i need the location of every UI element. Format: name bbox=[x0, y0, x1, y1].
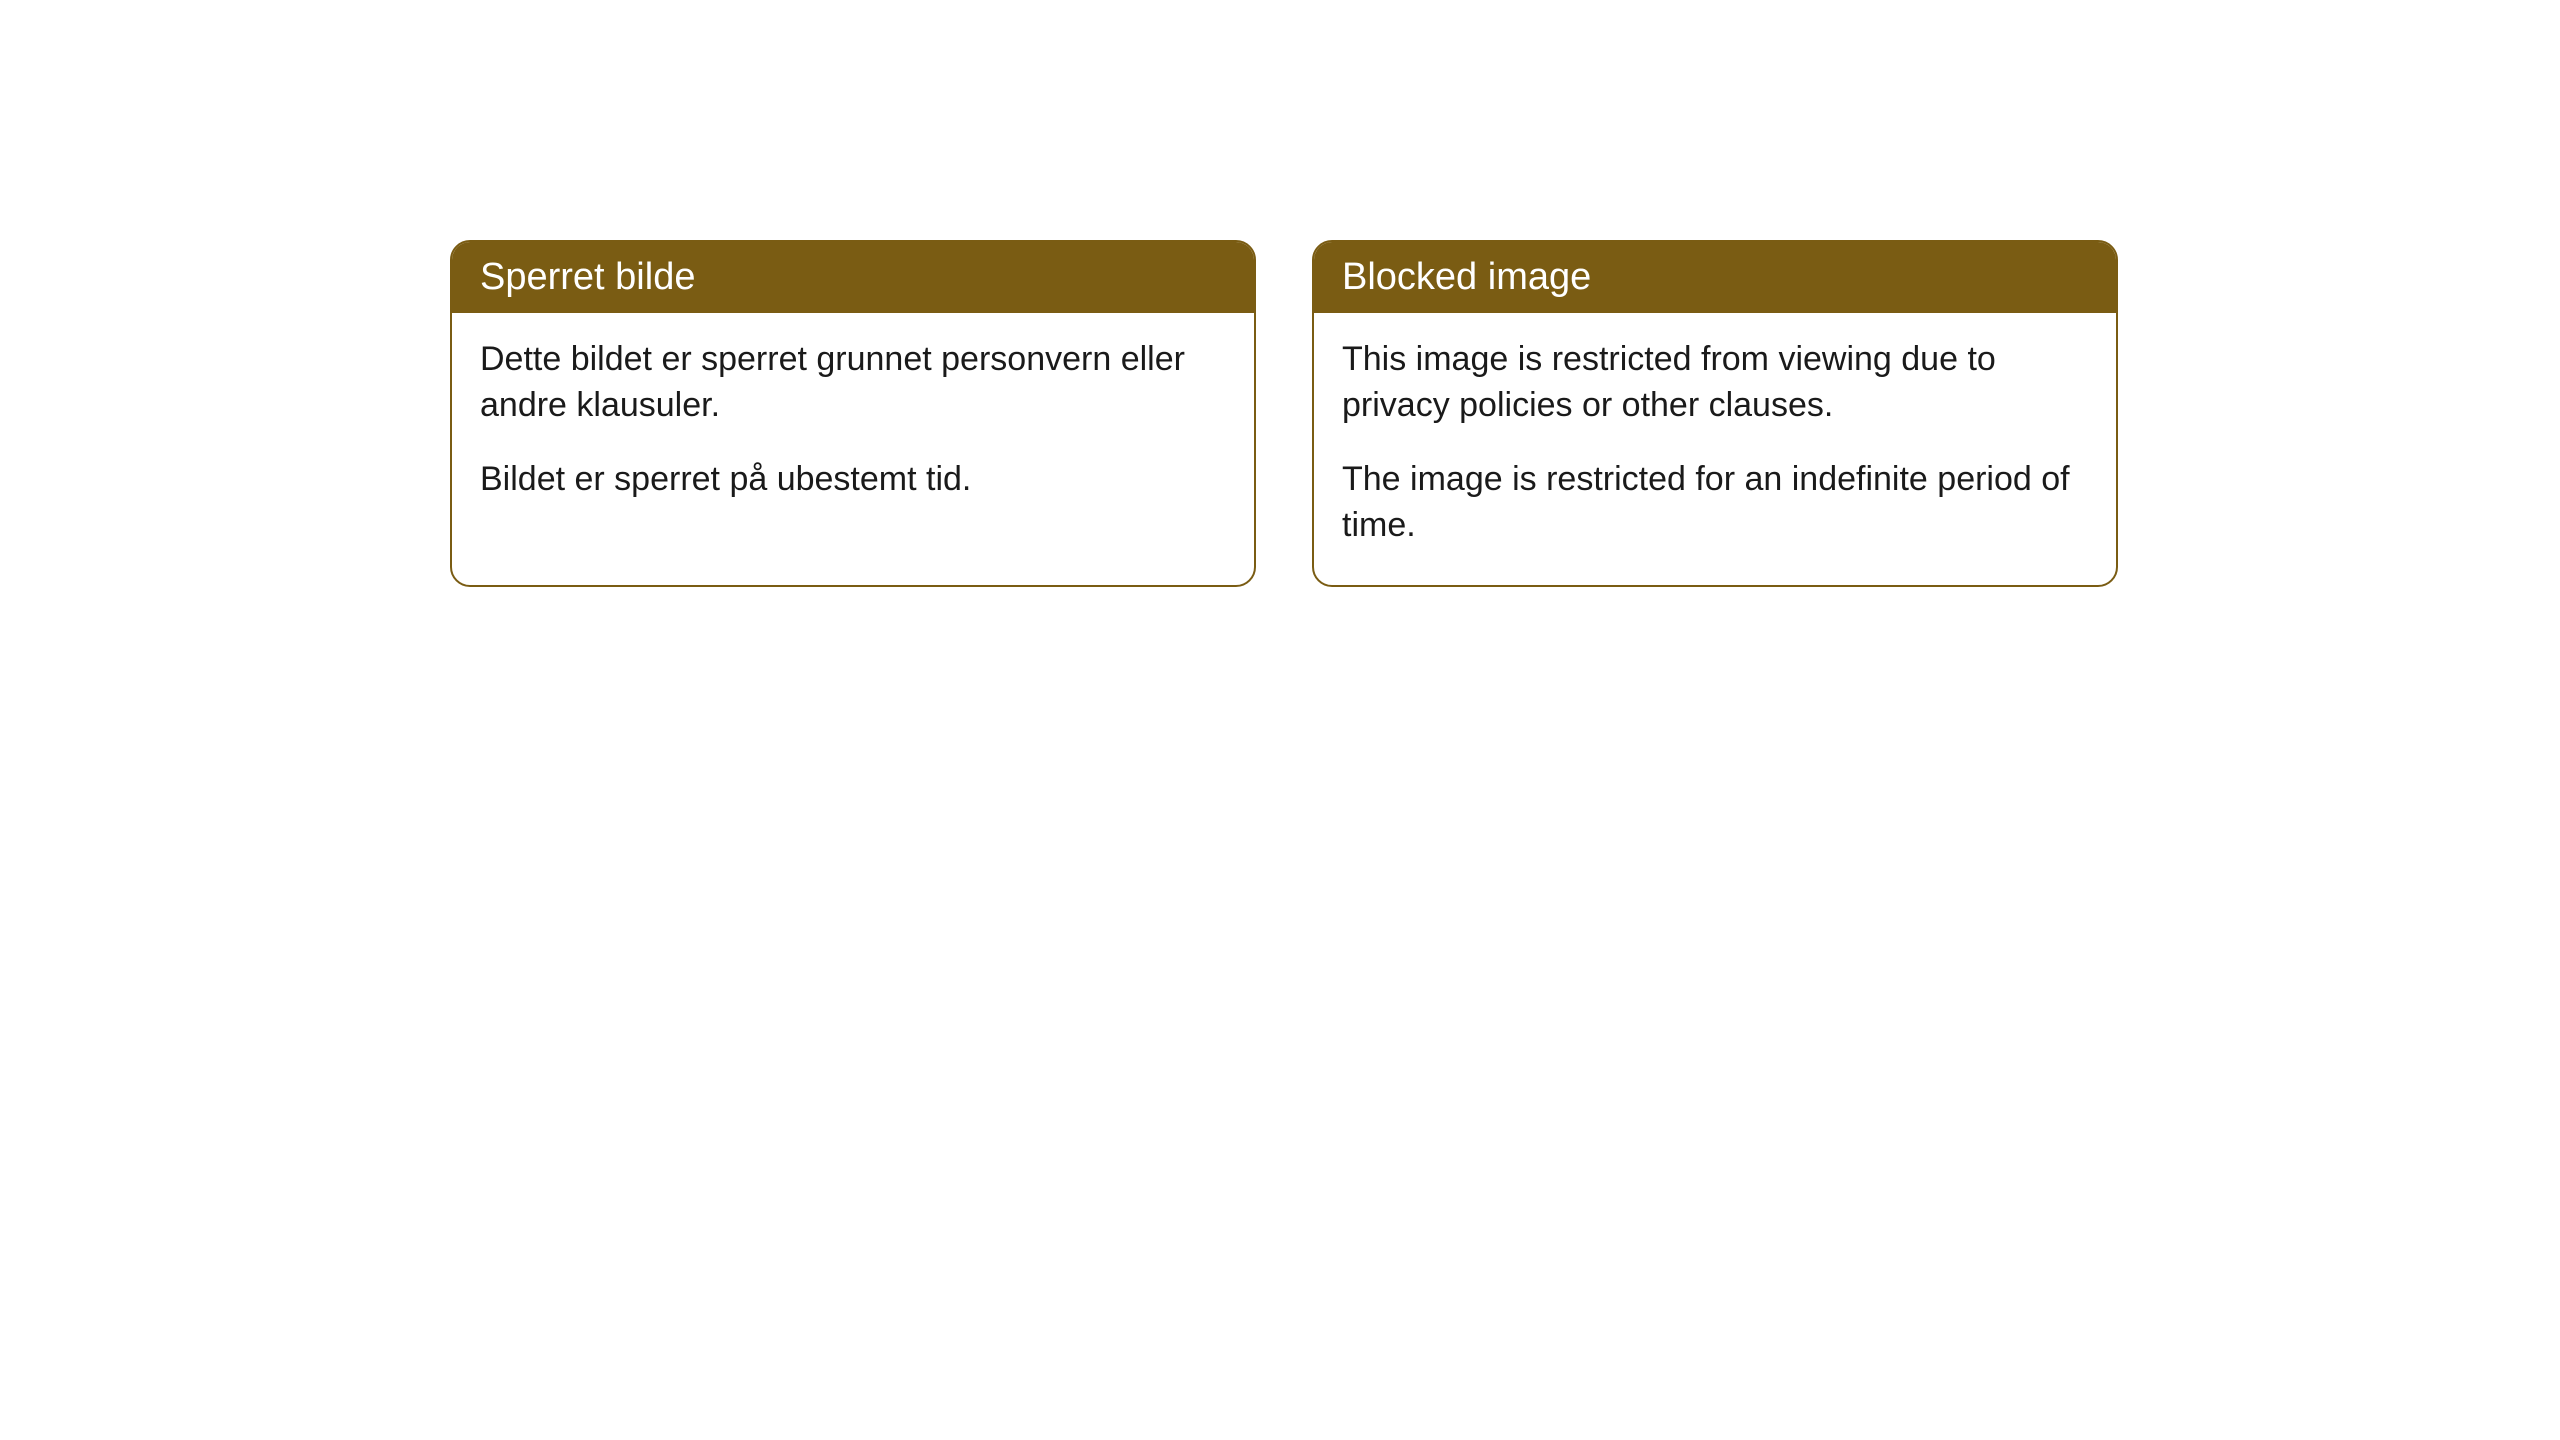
card-paragraph: This image is restricted from viewing du… bbox=[1342, 337, 2088, 429]
card-title: Blocked image bbox=[1342, 256, 1591, 298]
card-body-english: This image is restricted from viewing du… bbox=[1314, 313, 2116, 585]
notice-card-norwegian: Sperret bilde Dette bildet er sperret gr… bbox=[450, 240, 1256, 587]
card-header-norwegian: Sperret bilde bbox=[452, 242, 1254, 313]
card-header-english: Blocked image bbox=[1314, 242, 2116, 313]
card-body-norwegian: Dette bildet er sperret grunnet personve… bbox=[452, 313, 1254, 539]
notice-cards-container: Sperret bilde Dette bildet er sperret gr… bbox=[450, 240, 2118, 587]
card-title: Sperret bilde bbox=[480, 256, 695, 298]
card-paragraph: Bildet er sperret på ubestemt tid. bbox=[480, 457, 1226, 503]
card-paragraph: The image is restricted for an indefinit… bbox=[1342, 457, 2088, 549]
notice-card-english: Blocked image This image is restricted f… bbox=[1312, 240, 2118, 587]
card-paragraph: Dette bildet er sperret grunnet personve… bbox=[480, 337, 1226, 429]
